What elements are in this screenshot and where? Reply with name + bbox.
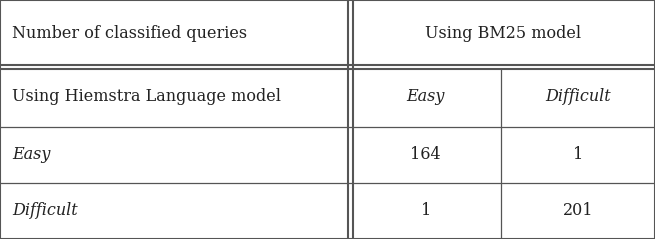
Text: 1: 1 xyxy=(573,146,583,163)
Text: 201: 201 xyxy=(563,202,593,219)
Text: 1: 1 xyxy=(421,202,431,219)
Text: Difficult: Difficult xyxy=(545,88,611,105)
Text: 164: 164 xyxy=(411,146,441,163)
Text: Number of classified queries: Number of classified queries xyxy=(12,25,247,42)
Text: Difficult: Difficult xyxy=(12,202,77,219)
Text: Easy: Easy xyxy=(407,88,445,105)
Text: Using Hiemstra Language model: Using Hiemstra Language model xyxy=(12,88,281,105)
Text: Easy: Easy xyxy=(12,146,50,163)
Text: Using BM25 model: Using BM25 model xyxy=(424,25,581,42)
